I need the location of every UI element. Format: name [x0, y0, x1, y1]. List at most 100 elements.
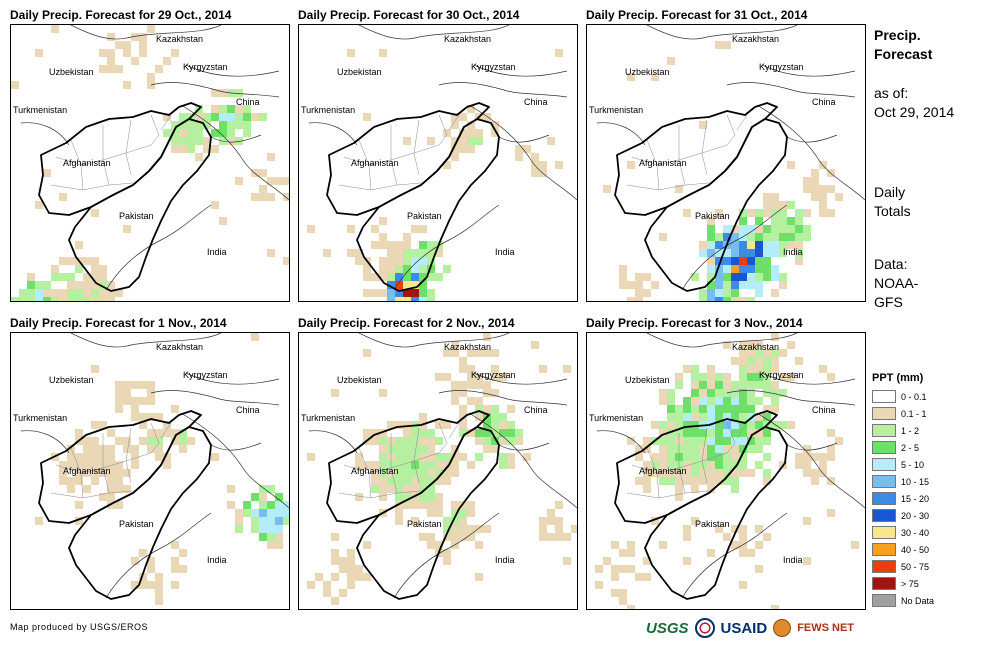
precip-cell — [683, 209, 691, 217]
precip-cell — [739, 421, 747, 429]
precip-cell — [347, 225, 355, 233]
precip-cell — [667, 397, 675, 405]
precip-cell — [43, 169, 51, 177]
legend-swatch — [872, 492, 896, 505]
precip-cell — [731, 257, 739, 265]
precip-cell — [739, 437, 747, 445]
precip-cell — [619, 265, 627, 273]
precip-cell — [563, 533, 571, 541]
precip-cell — [459, 381, 467, 389]
legend-label: 50 - 75 — [901, 561, 930, 572]
precip-cell — [747, 357, 755, 365]
precip-cell — [755, 541, 763, 549]
precip-cell — [731, 225, 739, 233]
precip-cell — [227, 137, 235, 145]
precip-cell — [795, 357, 803, 365]
precip-cell — [267, 177, 275, 185]
precip-cell — [451, 469, 459, 477]
precip-cell — [683, 533, 691, 541]
fews-net-logo: FEWS NET — [797, 622, 855, 634]
precip-cell — [731, 445, 739, 453]
precip-cell — [739, 217, 747, 225]
precip-cell — [819, 201, 827, 209]
precip-cell — [411, 289, 419, 297]
precip-cell — [619, 589, 627, 597]
legend-swatch — [872, 475, 896, 488]
precip-cell — [131, 461, 139, 469]
precip-cell — [707, 217, 715, 225]
precip-cell — [395, 437, 403, 445]
precip-cell — [771, 397, 779, 405]
precip-cell — [459, 453, 467, 461]
precip-cell — [507, 461, 515, 469]
precip-cell — [691, 413, 699, 421]
precip-cell — [755, 445, 763, 453]
precip-cell — [171, 137, 179, 145]
precip-cell — [427, 541, 435, 549]
precip-cell — [459, 113, 467, 121]
precip-cell — [747, 233, 755, 241]
precip-cell — [747, 281, 755, 289]
country-label-turkmenistan: Turkmenistan — [301, 413, 355, 423]
precip-cell — [83, 453, 91, 461]
precip-cell — [739, 581, 747, 589]
precip-cell — [395, 493, 403, 501]
precip-cell — [691, 453, 699, 461]
country-label-kazakhstan: Kazakhstan — [444, 342, 491, 352]
district-boundary — [160, 422, 172, 439]
precip-cell — [451, 397, 459, 405]
precip-cell — [163, 57, 171, 65]
precip-cell — [139, 437, 147, 445]
country-label-uzbekistan: Uzbekistan — [625, 67, 670, 77]
forecast-map: Kazakhstan Uzbekistan Kyrgyzstan China Turkm… — [586, 24, 866, 302]
precip-cell — [419, 469, 427, 477]
precip-cell — [739, 249, 747, 257]
precip-cell — [459, 429, 467, 437]
precip-cell — [755, 565, 763, 573]
precip-cell — [267, 249, 275, 257]
legend-swatch — [872, 560, 896, 573]
precip-cell — [731, 381, 739, 389]
precip-cell — [139, 421, 147, 429]
precip-cell — [427, 485, 435, 493]
precip-cell — [275, 501, 283, 509]
precip-cell — [347, 557, 355, 565]
country-border — [646, 333, 798, 348]
precip-cell — [411, 273, 419, 281]
precip-cell — [739, 297, 747, 301]
precip-cell — [139, 549, 147, 557]
precip-cell — [403, 257, 411, 265]
precip-cell — [739, 241, 747, 249]
precip-cell — [819, 193, 827, 201]
precip-cell — [715, 405, 723, 413]
precip-cell — [795, 453, 803, 461]
precip-cell — [43, 289, 51, 297]
district-boundary — [438, 422, 448, 454]
precip-cell — [707, 233, 715, 241]
precip-cell — [763, 249, 771, 257]
precip-cell — [395, 517, 403, 525]
district-boundary — [70, 139, 84, 191]
precip-cell — [707, 469, 715, 477]
precip-cell — [707, 437, 715, 445]
legend-swatch — [872, 526, 896, 539]
precip-cell — [771, 273, 779, 281]
precip-cell — [715, 297, 723, 301]
country-label-kazakhstan: Kazakhstan — [444, 34, 491, 44]
precip-cell — [731, 421, 739, 429]
data-source-line1: NOAA- — [874, 275, 919, 291]
precip-cell — [763, 357, 771, 365]
country-border — [596, 430, 646, 454]
country-label-kazakhstan: Kazakhstan — [732, 342, 779, 352]
precip-cell — [467, 121, 475, 129]
precip-cell — [723, 289, 731, 297]
precip-cell — [563, 365, 571, 373]
country-border — [210, 442, 262, 451]
precip-cell — [283, 517, 289, 525]
precip-cell — [707, 289, 715, 297]
precip-cell — [427, 273, 435, 281]
precip-cell — [803, 445, 811, 453]
precip-cell — [419, 501, 427, 509]
precip-cell — [499, 437, 507, 445]
precip-cell — [123, 81, 131, 89]
